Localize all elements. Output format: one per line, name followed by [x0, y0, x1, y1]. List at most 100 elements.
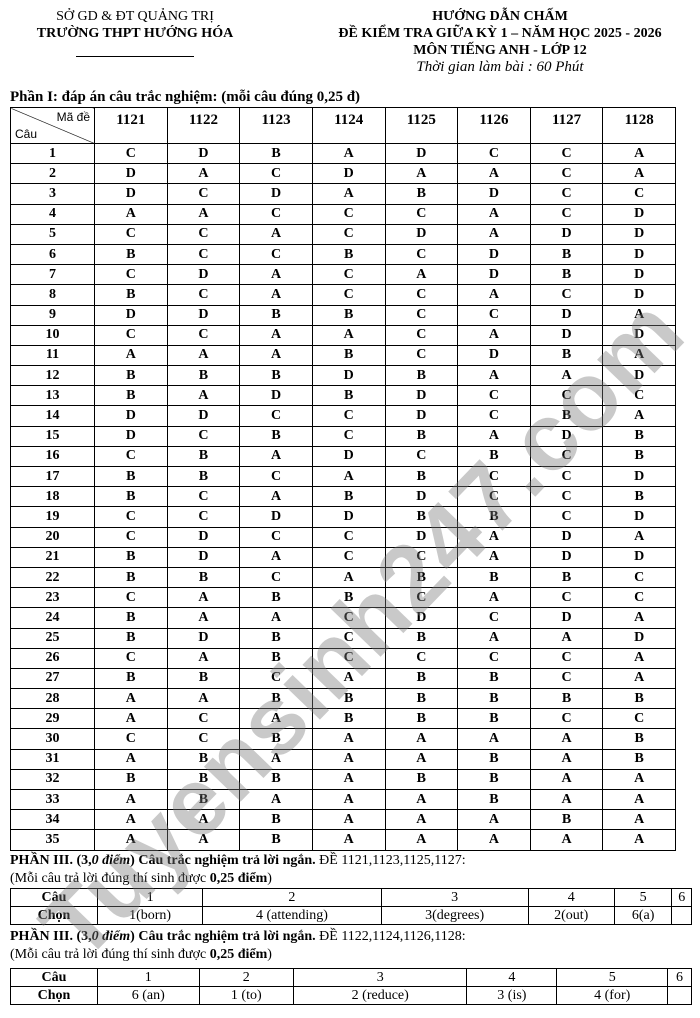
table-row: 29 A C A B B B C C — [10, 708, 676, 730]
t-bold2: Câu trắc nghiệm trả lời ngắn. — [134, 853, 316, 868]
answer-cell: B — [311, 344, 386, 367]
answer-cell: A — [239, 708, 313, 730]
table-row: 34 A A B A A A B A — [10, 809, 676, 831]
corner-code-label: Mã đề — [56, 110, 90, 124]
answer-cell: A — [166, 385, 241, 407]
answer-cell: C — [239, 526, 313, 548]
answer-cell: A — [239, 284, 313, 306]
answer-cell: A — [239, 607, 313, 629]
answer-cell: C — [384, 587, 459, 609]
answer-cell: D — [529, 324, 604, 346]
answer-cell: A — [166, 809, 241, 831]
answer-cell: A — [311, 142, 386, 165]
answer-cell: D — [384, 385, 459, 407]
answer-cell: D — [384, 223, 459, 245]
answer-cell: C — [311, 203, 386, 225]
answer-cell: C — [384, 324, 459, 346]
answer-cell: 3 (is) — [466, 986, 558, 1005]
answer-cell: B — [529, 688, 604, 710]
note-pre: (Mỗi câu trả lời đúng thí sinh được — [10, 947, 210, 962]
question-number: 31 — [10, 748, 95, 770]
school-header: SỞ GD & ĐT QUẢNG TRỊ TRƯỜNG THPT HƯỚNG H… — [20, 8, 250, 57]
answer-cell: A — [529, 728, 604, 750]
exam-name: ĐỀ KIỂM TRA GIỮA KỲ 1 – NĂM HỌC 2025 - 2… — [338, 26, 662, 41]
answer-cell: A — [457, 728, 531, 750]
question-number: 21 — [10, 546, 95, 568]
answer-cell: A — [457, 526, 531, 548]
answer-cell: A — [239, 264, 313, 286]
answer-cell: A — [311, 748, 386, 770]
exam-code-header: 1125 — [384, 107, 459, 144]
t-paren: ) — [130, 929, 135, 944]
answer-cell: A — [94, 788, 168, 811]
answer-cell: D — [602, 506, 676, 528]
answer-cell: A — [602, 607, 676, 629]
answer-cell: D — [457, 183, 531, 205]
answer-cell: D — [94, 405, 168, 427]
answer-cell: B — [602, 688, 676, 710]
answer-cell: B — [166, 667, 241, 690]
exam-code-header: 1127 — [529, 107, 604, 144]
note-bold: 0,25 điểm — [209, 871, 268, 886]
answer-cell: C — [529, 203, 604, 225]
answer-cell: B — [457, 768, 531, 791]
answer-cell: C — [457, 647, 531, 669]
answer-cell: C — [529, 385, 604, 407]
answer-cell: C — [529, 506, 604, 528]
answer-cell: C — [166, 243, 241, 266]
answer-cell: A — [311, 728, 386, 750]
answer-cell: C — [94, 526, 168, 548]
exam-code-header: 1121 — [94, 107, 168, 144]
answer-cell: B — [239, 728, 313, 750]
answer-cell: C — [166, 425, 241, 447]
answer-cell: B — [602, 748, 676, 770]
answer-cell: B — [384, 465, 459, 488]
exam-code-header: 1122 — [166, 107, 241, 144]
answer-cell: B — [239, 365, 313, 387]
answer-cell: A — [239, 344, 313, 367]
note-pre: (Mỗi câu trả lời đúng thí sinh được — [10, 871, 210, 886]
table-row: 20 C D C C D A D A — [10, 526, 676, 548]
answer-cell: A — [94, 748, 168, 770]
answer-cell: D — [94, 425, 168, 447]
answer-cell: B — [529, 809, 604, 831]
answer-cell: C — [311, 405, 386, 427]
answer-cell: B — [457, 708, 531, 730]
answer-cell: A — [311, 183, 386, 205]
answer-cell: B — [457, 667, 531, 690]
row-label: Chọn — [10, 986, 98, 1005]
answer-cell: C — [384, 546, 459, 568]
answer-cell: A — [239, 486, 313, 508]
part3a-note: (Mỗi câu trả lời đúng thí sinh được 0,25… — [10, 871, 272, 886]
part3b-table: Câu 1 2 3 4 5 6 Chọn 6 (an) 1 (to) 2 (reduce) 3 (is… — [10, 968, 692, 1005]
answer-cell: C — [384, 304, 459, 326]
answer-cell: D — [239, 183, 313, 205]
answer-cell: C — [239, 163, 313, 185]
answer-cell: A — [384, 264, 459, 286]
question-number: 9 — [10, 304, 95, 326]
answer-cell: A — [457, 809, 531, 831]
answer-cell: C — [94, 142, 168, 165]
answer-cell: B — [94, 566, 168, 589]
answer-cell: D — [457, 243, 531, 266]
question-number: 16 — [10, 445, 95, 468]
answer-cell: B — [94, 385, 168, 407]
answer-cell: B — [94, 486, 168, 508]
table-row: 13 B A D B D C C C — [10, 385, 676, 407]
row-label: Chọn — [10, 906, 98, 925]
table-row: 26 C A B C C C C A — [10, 647, 676, 669]
answer-cell: B — [311, 587, 386, 609]
answer-cell: B — [239, 627, 313, 649]
answer-cell: D — [529, 526, 604, 548]
answer-cell: A — [602, 526, 676, 548]
answer-cell: A — [239, 324, 313, 346]
answer-cell: C — [384, 284, 459, 306]
answer-cell: B — [602, 486, 676, 508]
table-row: 11 A A A B C D B A — [10, 344, 676, 367]
answer-cell: D — [384, 486, 459, 508]
question-number: 28 — [10, 688, 95, 710]
answer-cell: 3(degrees) — [380, 906, 529, 925]
answer-cell: A — [166, 163, 241, 185]
part1-title: Phần I: đáp án câu trắc nghiệm: (mỗi câu… — [10, 89, 361, 105]
